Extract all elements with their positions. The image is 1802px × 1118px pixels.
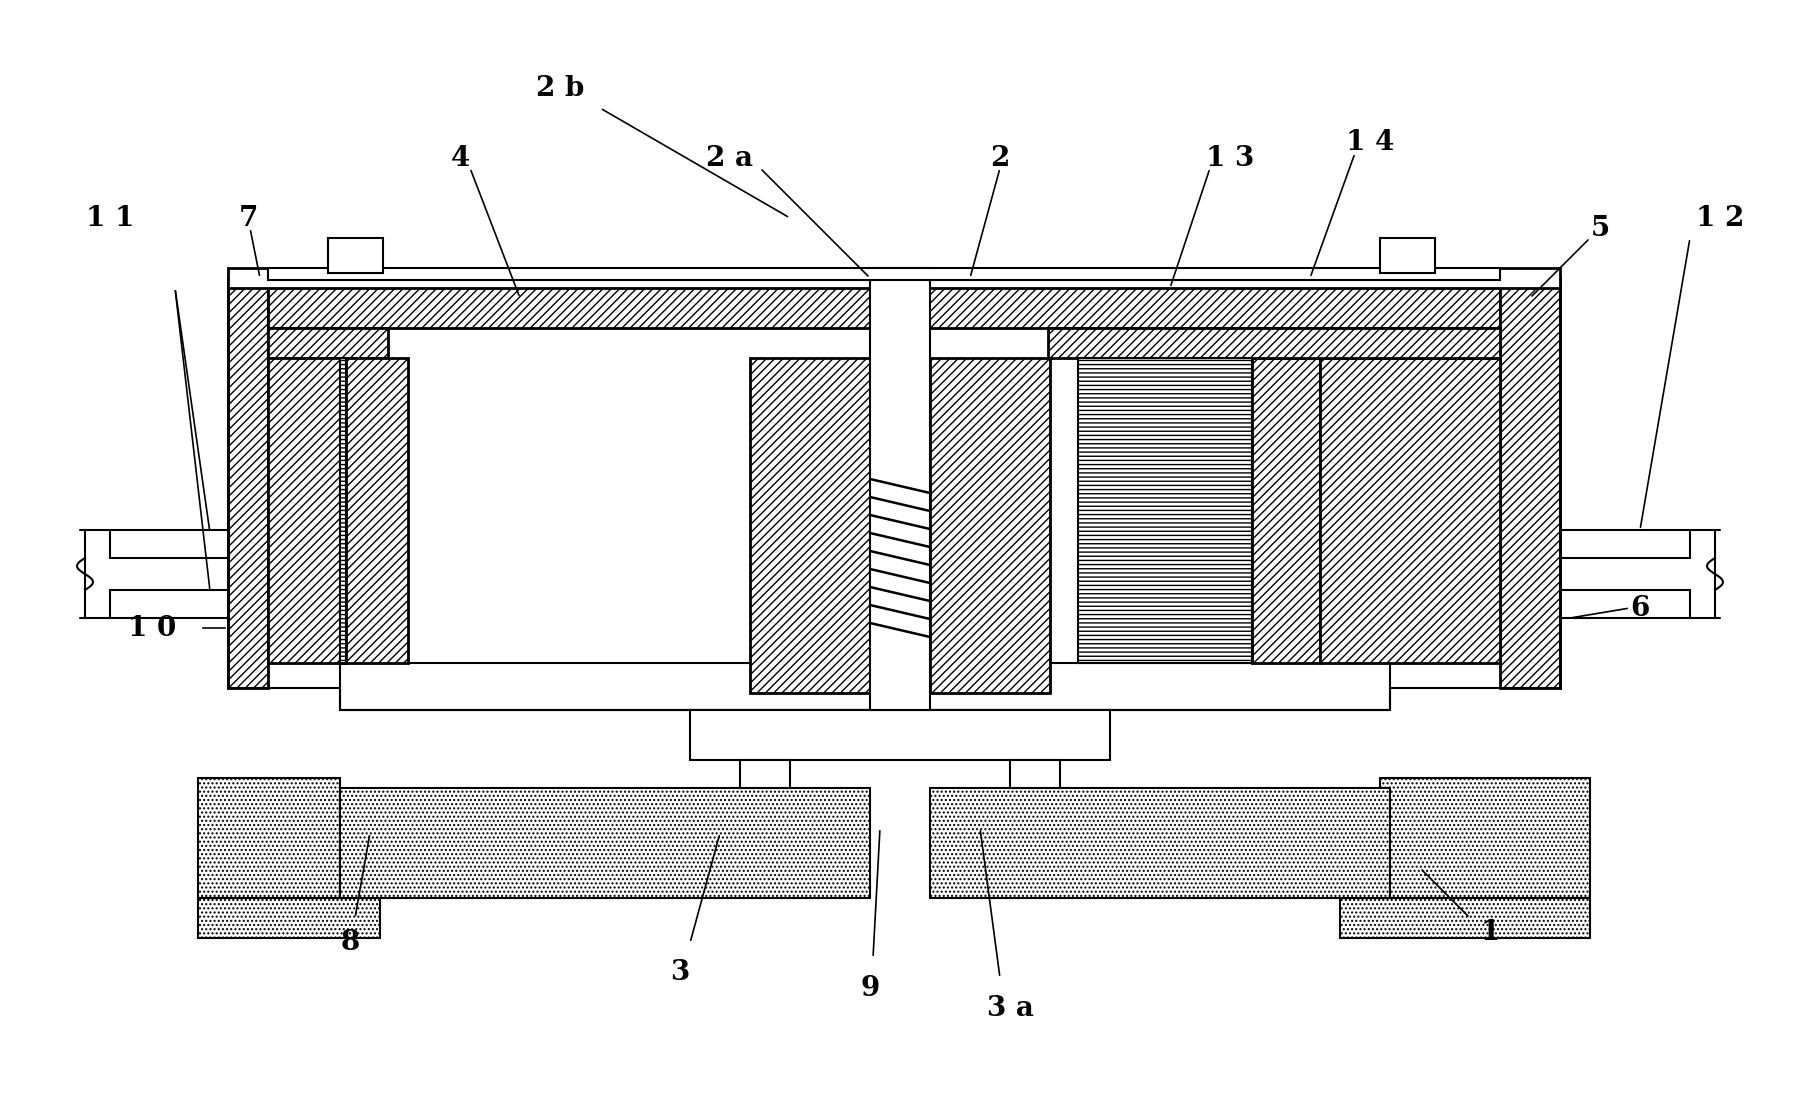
- Text: 2 a: 2 a: [706, 144, 753, 171]
- Bar: [1252, 358, 1321, 663]
- Bar: [1009, 760, 1060, 788]
- Text: 1 3: 1 3: [1206, 144, 1254, 171]
- Bar: [870, 268, 930, 710]
- Text: 8: 8: [341, 929, 360, 957]
- Bar: [1321, 358, 1499, 663]
- Bar: [229, 268, 1561, 288]
- Bar: [268, 268, 1499, 280]
- Text: 3 a: 3 a: [986, 995, 1033, 1022]
- Bar: [328, 238, 384, 273]
- Text: 2: 2: [991, 144, 1009, 171]
- Bar: [341, 358, 407, 663]
- Bar: [268, 278, 1499, 328]
- Bar: [268, 328, 341, 358]
- Bar: [1078, 358, 1252, 663]
- Bar: [341, 358, 346, 663]
- Text: 1 2: 1 2: [1696, 205, 1744, 231]
- Text: 7: 7: [238, 205, 258, 231]
- Text: 1 1: 1 1: [86, 205, 133, 231]
- Bar: [930, 358, 1051, 693]
- Bar: [1321, 328, 1499, 358]
- Text: 1 4: 1 4: [1346, 130, 1395, 157]
- Bar: [198, 778, 341, 898]
- Bar: [1389, 328, 1499, 358]
- Bar: [268, 328, 387, 358]
- Bar: [198, 898, 380, 938]
- Text: 3: 3: [670, 959, 690, 986]
- Bar: [229, 278, 268, 688]
- Text: 1 0: 1 0: [128, 615, 177, 642]
- Bar: [1499, 278, 1561, 688]
- Bar: [930, 788, 1389, 898]
- Text: 1: 1: [1479, 919, 1499, 947]
- Bar: [1049, 328, 1499, 358]
- Text: 6: 6: [1631, 595, 1649, 622]
- Bar: [1341, 898, 1589, 938]
- Text: 9: 9: [860, 975, 879, 1002]
- Text: 5: 5: [1591, 215, 1609, 241]
- Bar: [1380, 778, 1589, 898]
- Bar: [750, 358, 870, 693]
- Bar: [741, 760, 789, 788]
- Bar: [1380, 238, 1434, 273]
- Bar: [690, 710, 1110, 760]
- Bar: [341, 788, 870, 898]
- Text: 2 b: 2 b: [535, 75, 584, 102]
- Text: 4: 4: [450, 144, 470, 171]
- Bar: [341, 663, 1389, 710]
- Bar: [268, 358, 346, 663]
